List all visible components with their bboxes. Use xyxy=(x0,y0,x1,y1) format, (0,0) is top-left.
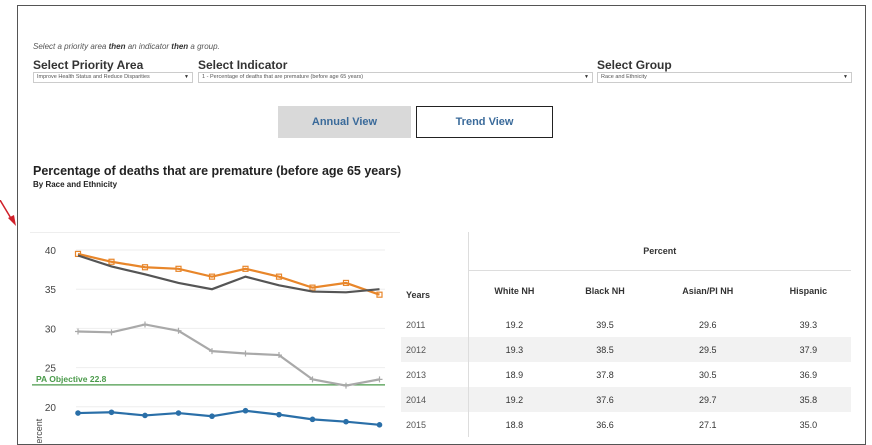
year-cell: 2012 xyxy=(401,337,469,362)
data-point xyxy=(75,410,81,416)
data-point xyxy=(276,411,282,418)
value-cell: 19.3 xyxy=(468,337,561,362)
dropdown-caret-icon: ▼ xyxy=(843,74,848,80)
data-point xyxy=(309,284,316,291)
table-row: 2012 19.3 38.5 29.5 37.9 xyxy=(401,337,851,362)
value-cell: 37.6 xyxy=(560,387,650,412)
value-cell: 30.5 xyxy=(699,369,717,380)
value-cell: 39.5 xyxy=(596,319,614,330)
group-dropdown[interactable]: Race and Ethnicity ▼ xyxy=(597,72,852,83)
data-point xyxy=(142,412,148,419)
value-cell: 19.2 xyxy=(468,387,561,412)
data-point xyxy=(376,422,383,428)
data-point xyxy=(209,413,215,420)
data-point xyxy=(242,350,249,357)
y-axis-label: Percent xyxy=(34,418,44,443)
table-row: 2015 18.8 36.6 27.1 35.0 xyxy=(401,412,851,437)
trend-chart: 15 20 25 30 35 40 Percent PA Objective 22.8 xyxy=(30,232,400,443)
value-cell: 29.7 xyxy=(649,387,766,412)
data-point xyxy=(142,321,148,328)
value-cell: 37.9 xyxy=(765,337,851,362)
series-line xyxy=(77,409,380,426)
value-cell: 29.5 xyxy=(649,337,766,362)
data-point xyxy=(242,407,249,414)
data-point xyxy=(175,410,182,416)
trend-view-button[interactable]: Trend View xyxy=(416,106,553,138)
group-label: Select Group xyxy=(597,58,672,72)
data-point xyxy=(376,376,383,383)
value-cell: 35.0 xyxy=(799,419,818,430)
data-point xyxy=(175,327,182,334)
percent-group-header: Percent xyxy=(468,232,851,271)
y-tick-label: 20 xyxy=(45,403,57,414)
series-line xyxy=(77,323,380,387)
value-cell: 39.3 xyxy=(799,319,818,330)
indicator-label: Select Indicator xyxy=(198,58,288,72)
data-point xyxy=(208,273,216,280)
column-header: Asian/PI NH xyxy=(682,286,734,297)
year-cell: 2014 xyxy=(401,387,469,412)
data-point xyxy=(108,409,115,416)
column-header: Hispanic xyxy=(789,286,828,297)
value-cell: 27.1 xyxy=(699,419,717,430)
priority-area-dropdown[interactable]: Improve Health Status and Reduce Dispari… xyxy=(33,72,193,83)
group-select-group: Select Group Race and Ethnicity ▼ xyxy=(597,58,852,83)
data-point xyxy=(276,352,282,359)
value-cell: 29.6 xyxy=(699,319,717,330)
column-header: Black NH xyxy=(585,286,625,297)
value-cell: 19.2 xyxy=(505,319,524,330)
data-point xyxy=(75,328,81,335)
data-table: Years Percent White NH Black NH Asian/PI N… xyxy=(401,232,851,437)
data-point xyxy=(343,382,349,389)
year-cell: 2013 xyxy=(401,362,469,387)
red-arrow-annotation xyxy=(0,200,16,226)
dropdown-caret-icon: ▼ xyxy=(584,74,589,80)
value-cell: 38.5 xyxy=(560,337,650,362)
year-cell: 2011 xyxy=(401,312,469,337)
priority-area-select-group: Select Priority Area Improve Health Stat… xyxy=(33,58,193,83)
data-point xyxy=(209,348,215,355)
annual-view-button[interactable]: Annual View xyxy=(278,106,411,138)
data-point xyxy=(108,329,115,336)
table-row: 2013 18.9 37.8 30.5 36.9 xyxy=(401,362,851,387)
table-row: 2014 19.2 37.6 29.7 35.8 xyxy=(401,387,851,412)
y-tick-label: 25 xyxy=(45,364,57,375)
instruction-text: Select a priority area then an indicator… xyxy=(33,42,220,51)
value-cell: 37.8 xyxy=(596,369,614,380)
value-cell: 36.6 xyxy=(596,419,614,430)
page-title: Percentage of deaths that are premature … xyxy=(33,164,402,178)
indicator-select-group: Select Indicator 1 - Percentage of death… xyxy=(198,58,593,83)
data-point xyxy=(275,273,283,280)
trend-chart-svg: 15 20 25 30 35 40 Percent PA Objective 22.8 xyxy=(32,246,385,443)
indicator-dropdown[interactable]: 1 - Percentage of deaths that are premat… xyxy=(198,72,593,83)
data-point xyxy=(108,258,115,265)
page-subtitle: By Race and Ethnicity xyxy=(33,180,118,189)
dropdown-caret-icon: ▼ xyxy=(184,74,189,80)
table-row: 2011 19.2 39.5 29.6 39.3 xyxy=(401,312,851,337)
data-point xyxy=(343,418,349,425)
data-point xyxy=(141,264,149,271)
value-cell: 18.8 xyxy=(505,419,524,430)
data-point xyxy=(309,416,316,423)
value-cell: 18.9 xyxy=(505,369,524,380)
value-cell: 35.8 xyxy=(765,387,851,412)
data-point xyxy=(376,291,383,298)
priority-area-label: Select Priority Area xyxy=(33,58,144,72)
data-point xyxy=(242,265,249,272)
column-header: White NH xyxy=(494,286,535,297)
data-point xyxy=(342,279,350,287)
y-tick-label: 35 xyxy=(45,285,57,296)
data-point xyxy=(309,376,316,383)
year-cell: 2015 xyxy=(401,412,469,437)
y-tick-label: 30 xyxy=(45,324,57,335)
objective-label: PA Objective 22.8 xyxy=(36,374,107,384)
y-tick-label: 40 xyxy=(45,246,57,257)
series-line xyxy=(77,254,380,294)
data-point xyxy=(175,265,182,272)
value-cell: 36.9 xyxy=(799,369,818,380)
series-line xyxy=(77,252,380,296)
y-tick-label: 15 xyxy=(45,442,57,443)
years-column-header: Years xyxy=(401,232,469,312)
